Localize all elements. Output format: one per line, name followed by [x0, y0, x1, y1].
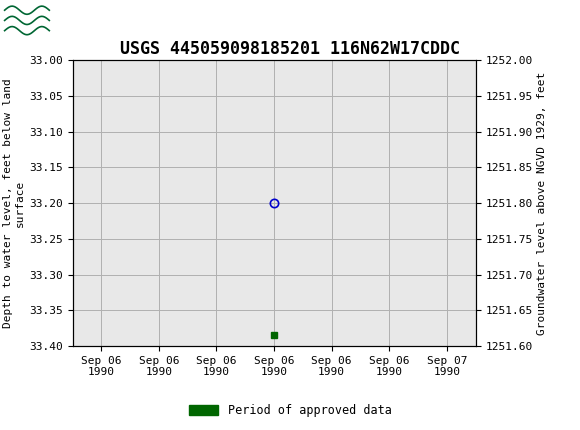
Text: USGS 445059098185201 116N62W17CDDC: USGS 445059098185201 116N62W17CDDC	[120, 40, 460, 58]
Legend: Period of approved data: Period of approved data	[184, 399, 396, 422]
Y-axis label: Groundwater level above NGVD 1929, feet: Groundwater level above NGVD 1929, feet	[536, 71, 547, 335]
Text: USGS: USGS	[58, 10, 126, 31]
Bar	[3, 2, 52, 39]
Y-axis label: Depth to water level, feet below land
surface: Depth to water level, feet below land su…	[3, 78, 25, 328]
